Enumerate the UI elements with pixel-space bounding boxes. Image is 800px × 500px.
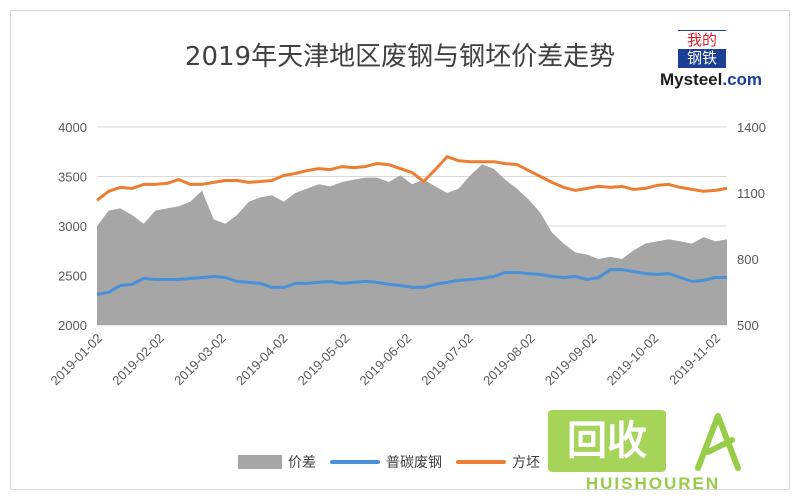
left-tick-label: 2000 — [58, 318, 87, 333]
x-tick-label: 2019-08-02 — [480, 331, 538, 389]
legend-item-scrap[interactable]: 普碳废钢 — [330, 452, 442, 472]
logo-tile-line-2: 钢铁 — [686, 49, 717, 67]
x-tick-label: 2019-04-02 — [233, 331, 291, 389]
legend-swatch-spread — [238, 455, 282, 469]
left-tick-label: 3500 — [58, 170, 87, 185]
x-tick-label: 2019-03-02 — [171, 331, 229, 389]
right-axis: 500 800 1100 1400 — [737, 120, 766, 333]
logo-tile-line-1: 我的 — [678, 31, 726, 49]
x-axis: 2019-01-02 2019-02-02 2019-03-02 2019-04-02… — [47, 331, 723, 389]
legend-item-spread[interactable]: 价差 — [238, 452, 316, 472]
right-tick-label: 1400 — [737, 120, 766, 135]
series-line-scrap — [96, 268, 727, 296]
left-axis: 2000 2500 3000 3500 4000 — [58, 120, 87, 333]
x-tick-label: 2019-11-02 — [666, 331, 723, 388]
logo-wordmark: Mysteel.com — [660, 70, 762, 90]
x-tick-label: 2019-06-02 — [356, 331, 414, 389]
watermark-box: 回收 — [548, 410, 666, 472]
x-tick-label: 2019-10-02 — [604, 331, 662, 389]
x-tick-label: 2019-02-02 — [109, 331, 167, 389]
legend-swatch-scrap — [330, 460, 380, 464]
chart-title: 2019年天津地区废钢与钢坯价差走势 — [184, 42, 616, 72]
legend-label-billet: 方坯 — [512, 455, 540, 471]
x-tick-label: 2019-07-02 — [418, 331, 476, 389]
left-tick-label: 2500 — [58, 269, 87, 284]
x-tick-label: 2019-09-02 — [542, 331, 600, 389]
watermark-person-icon — [695, 413, 741, 471]
series-area-spread — [97, 164, 727, 325]
watermark-text: HUISHOUREN — [585, 474, 721, 493]
mysteel-logo: 我的 钢铁 Mysteel.com — [660, 30, 780, 96]
logo-domain: .com — [722, 70, 763, 89]
legend-label-spread: 价差 — [288, 455, 316, 471]
left-tick-label: 4000 — [58, 120, 87, 135]
logo-name: Mysteel — [660, 70, 723, 89]
mysteel-logo-tile: 我的 钢铁 — [678, 30, 726, 68]
legend: 价差 普碳废钢 方坯 — [238, 452, 540, 472]
right-tick-label: 1100 — [737, 186, 765, 201]
legend-label-scrap: 普碳废钢 — [386, 455, 442, 471]
legend-item-billet[interactable]: 方坯 — [456, 452, 540, 472]
x-tick-label: 2019-05-02 — [295, 331, 353, 389]
series-line-billet — [96, 155, 728, 202]
x-tick-label: 2019-01-02 — [47, 331, 105, 389]
right-tick-label: 500 — [737, 318, 759, 333]
legend-swatch-billet — [456, 460, 506, 464]
left-tick-label: 3000 — [58, 219, 87, 234]
right-tick-label: 800 — [737, 252, 759, 267]
watermark: 回收 HUISHOUREN — [548, 410, 758, 493]
